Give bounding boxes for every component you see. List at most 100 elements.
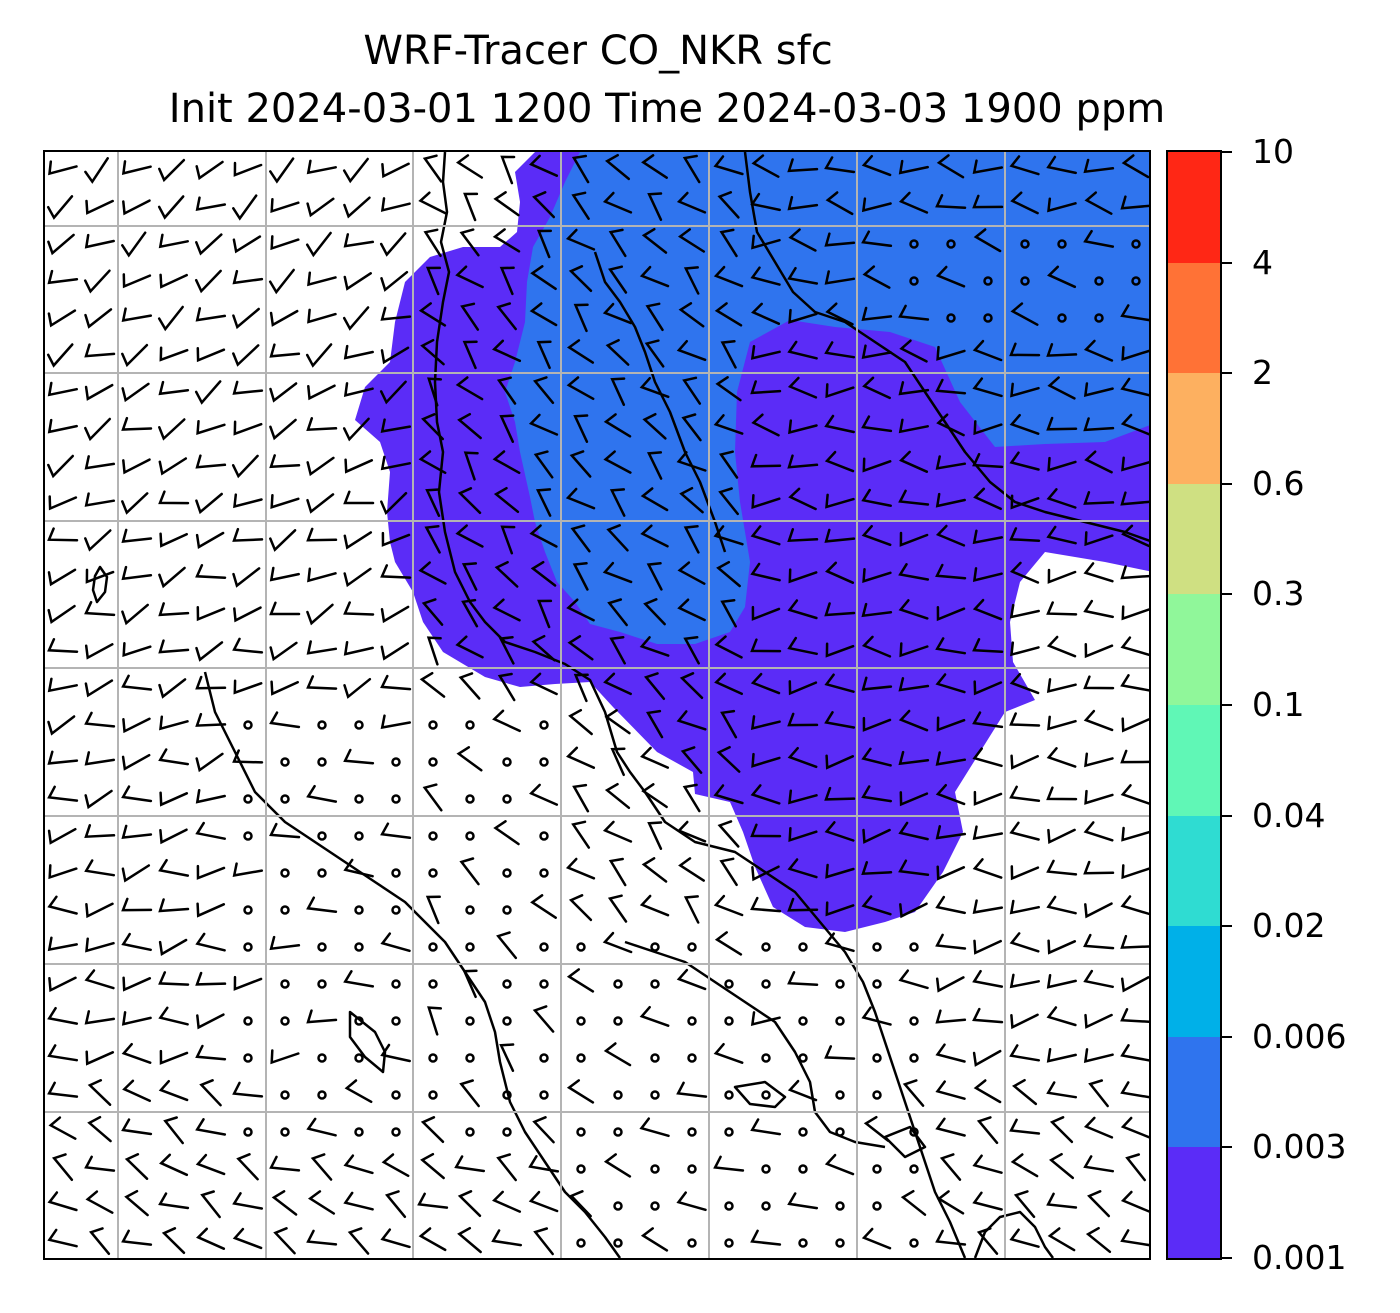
wind-barb bbox=[496, 1153, 517, 1182]
wind-barb bbox=[935, 895, 966, 915]
wind-barb bbox=[570, 524, 591, 553]
wind-barb bbox=[306, 896, 338, 913]
wind-barb bbox=[232, 1192, 264, 1210]
wind-barb bbox=[640, 487, 669, 512]
wind-barb bbox=[935, 1043, 966, 1063]
wind-barb bbox=[750, 1011, 781, 1026]
wind-barb bbox=[159, 828, 188, 845]
wind-barb bbox=[788, 308, 818, 324]
wind-barb bbox=[825, 863, 855, 879]
wind-barb bbox=[48, 160, 78, 176]
map-canvas[interactable] bbox=[45, 152, 1149, 1258]
wind-barb bbox=[195, 821, 226, 840]
coastline-layer bbox=[91, 152, 1149, 1258]
calm-wind-circle bbox=[798, 1016, 808, 1026]
wind-barb bbox=[972, 1191, 1003, 1211]
wind-barb bbox=[602, 931, 633, 954]
wind-barb bbox=[421, 413, 445, 441]
wind-barb bbox=[306, 675, 338, 690]
wind-barb bbox=[1083, 675, 1115, 690]
colorbar-segment bbox=[1168, 483, 1220, 595]
colorbar-tick-mark bbox=[1222, 1257, 1232, 1259]
wind-barb bbox=[935, 194, 967, 210]
wind-barb bbox=[458, 672, 481, 700]
wind-barb bbox=[195, 233, 223, 256]
calm-wind-circle bbox=[354, 720, 364, 730]
wind-barb bbox=[641, 783, 668, 809]
wind-barb bbox=[195, 1044, 227, 1061]
wind-barb bbox=[1083, 491, 1115, 505]
calm-wind-circle bbox=[317, 1053, 327, 1063]
wind-barb bbox=[899, 902, 928, 919]
calm-wind-circle bbox=[835, 979, 845, 989]
wind-barb bbox=[972, 452, 1004, 469]
wind-barb bbox=[1009, 527, 1041, 542]
wind-barb bbox=[900, 1189, 927, 1216]
wind-barb bbox=[899, 339, 928, 363]
wind-barb bbox=[530, 560, 557, 587]
wind-barb bbox=[306, 603, 334, 626]
wind-barb bbox=[1121, 826, 1149, 842]
wind-barb bbox=[84, 308, 113, 329]
wind-barb bbox=[1120, 1229, 1149, 1247]
calm-wind-circle bbox=[909, 1127, 919, 1137]
wind-barb bbox=[602, 820, 633, 843]
wind-barb bbox=[608, 228, 627, 258]
wind-barb bbox=[787, 266, 819, 285]
wind-barb bbox=[973, 228, 1002, 253]
wind-barb bbox=[825, 642, 855, 658]
wind-barb bbox=[788, 228, 817, 252]
wind-barb bbox=[1010, 302, 1039, 326]
wind-barb bbox=[1046, 747, 1077, 768]
wind-barb bbox=[499, 266, 515, 296]
wind-barb bbox=[343, 196, 371, 219]
wind-barb bbox=[1121, 346, 1149, 361]
calm-wind-circle bbox=[761, 1164, 771, 1174]
calm-wind-circle bbox=[761, 1053, 771, 1063]
wind-barb bbox=[420, 338, 445, 366]
wind-barb bbox=[1120, 674, 1149, 692]
wind-barb bbox=[121, 231, 147, 258]
wind-barb bbox=[862, 376, 891, 400]
wind-barb bbox=[1009, 155, 1040, 176]
calm-wind-circle bbox=[1020, 276, 1030, 286]
calm-wind-circle bbox=[761, 942, 771, 952]
wind-barb bbox=[497, 672, 516, 702]
wind-barb bbox=[273, 1227, 296, 1255]
wind-barb bbox=[380, 197, 411, 212]
calm-wind-circle bbox=[909, 1053, 919, 1063]
wind-barb bbox=[824, 450, 855, 473]
wind-barb bbox=[269, 418, 297, 441]
colorbar-segment bbox=[1168, 925, 1220, 1037]
wind-barb bbox=[1084, 1013, 1113, 1029]
calm-wind-circle bbox=[317, 720, 327, 730]
wind-barb bbox=[537, 599, 553, 629]
wind-barb bbox=[233, 161, 263, 177]
wind-barb bbox=[1009, 342, 1041, 357]
calm-wind-circle bbox=[1020, 239, 1030, 249]
calm-wind-circle bbox=[502, 1127, 512, 1137]
map-panel[interactable] bbox=[43, 150, 1151, 1260]
wind-barb bbox=[528, 1155, 560, 1173]
coastline-bottom-right bbox=[973, 1210, 1055, 1258]
wind-barb bbox=[898, 859, 930, 877]
wind-barb bbox=[935, 673, 966, 694]
wind-barb bbox=[84, 643, 114, 660]
wind-barb bbox=[899, 642, 929, 658]
calm-wind-circle bbox=[761, 979, 771, 989]
wind-barb bbox=[1046, 343, 1078, 357]
wind-barb bbox=[425, 895, 441, 925]
calm-wind-circle bbox=[650, 979, 660, 989]
wind-barb bbox=[536, 340, 552, 370]
wind-barb bbox=[679, 486, 704, 514]
wind-barb bbox=[306, 159, 337, 175]
wind-barb bbox=[121, 528, 153, 543]
calm-wind-circle bbox=[243, 720, 253, 730]
wind-barb bbox=[381, 162, 410, 179]
wind-barb bbox=[569, 1190, 592, 1218]
wind-barb bbox=[972, 194, 1004, 209]
wind-barb bbox=[750, 1118, 782, 1136]
wind-barb bbox=[459, 857, 480, 886]
wind-barb bbox=[422, 154, 443, 183]
wind-barb bbox=[935, 976, 965, 993]
